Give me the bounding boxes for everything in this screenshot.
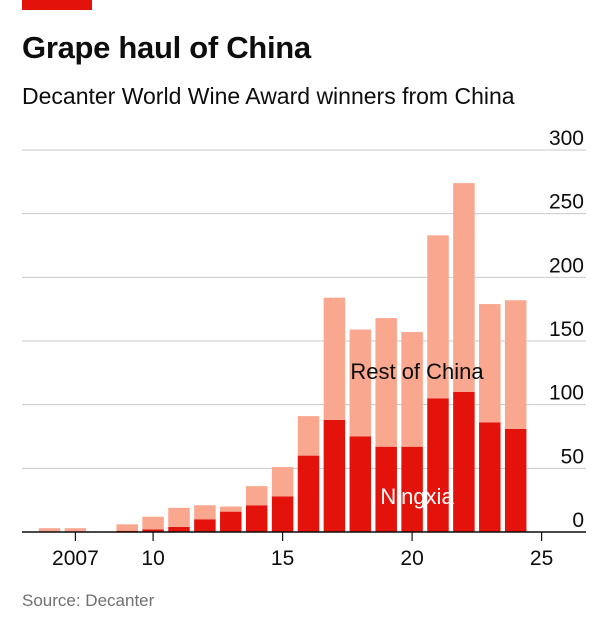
y-tick-label: 300 — [549, 127, 584, 150]
bar-ningxia — [220, 511, 242, 532]
bar-ningxia — [271, 496, 294, 532]
bar-ningxia — [401, 446, 423, 532]
chart-subtitle: Decanter World Wine Award winners from C… — [22, 83, 515, 109]
bar-rest-of-china — [271, 467, 294, 497]
y-tick-label: 250 — [549, 191, 584, 214]
x-axis: 2007 10 15 20 25 — [22, 531, 586, 570]
bar-ningxia — [142, 529, 164, 532]
bar-ningxia — [453, 391, 475, 532]
bar-ningxia — [427, 398, 449, 532]
y-tick-label: 200 — [549, 254, 584, 277]
y-tick-label: 0 — [572, 509, 584, 532]
bar-rest-of-china — [375, 318, 397, 447]
y-tick-label: 150 — [549, 318, 584, 341]
gridlines — [22, 149, 586, 469]
bar-rest-of-china — [38, 528, 61, 532]
bar-rest-of-china — [401, 332, 423, 447]
bar-ningxia — [375, 446, 397, 532]
chart-title: Grape haul of China — [22, 30, 311, 65]
bar-ningxia — [194, 519, 216, 532]
x-tick-label: 20 — [400, 547, 423, 570]
x-tick-label: 25 — [530, 547, 553, 570]
bar-rest-of-china — [220, 506, 242, 512]
bar-ningxia — [297, 455, 320, 532]
bar-ningxia — [504, 428, 527, 532]
x-tick-label: 15 — [271, 547, 294, 570]
bar-rest-of-china — [349, 329, 372, 437]
bar-rest-of-china — [64, 528, 87, 532]
brand-accent-bar — [22, 0, 92, 10]
bar-rest-of-china — [323, 297, 346, 420]
x-tick-label: 10 — [141, 547, 164, 570]
bar-ningxia — [323, 419, 346, 532]
bar-rest-of-china — [427, 235, 449, 399]
y-tick-label: 50 — [561, 445, 584, 468]
bar-rest-of-china — [194, 505, 216, 520]
source-note: Source: Decanter — [22, 591, 155, 610]
bar-rest-of-china — [504, 300, 527, 429]
bar-rest-of-china — [116, 524, 138, 531]
bar-rest-of-china — [245, 486, 268, 506]
bar-rest-of-china — [142, 516, 164, 530]
bar-rest-of-china — [297, 416, 320, 456]
x-tick-label: 2007 — [52, 547, 99, 570]
bar-ningxia — [168, 526, 190, 532]
y-axis-ticks: 0 50 100 150 200 250 300 — [549, 127, 584, 532]
bar-ningxia — [479, 422, 501, 532]
series-label-ningxia: Ningxia — [380, 484, 454, 509]
bar-rest-of-china — [479, 304, 501, 423]
y-tick-label: 100 — [549, 382, 584, 405]
bars — [38, 183, 527, 532]
bar-ningxia — [349, 436, 372, 532]
bar-rest-of-china — [453, 183, 475, 392]
series-label-rest-of-china: Rest of China — [350, 359, 484, 384]
bar-ningxia — [245, 505, 268, 532]
bar-rest-of-china — [168, 507, 190, 527]
